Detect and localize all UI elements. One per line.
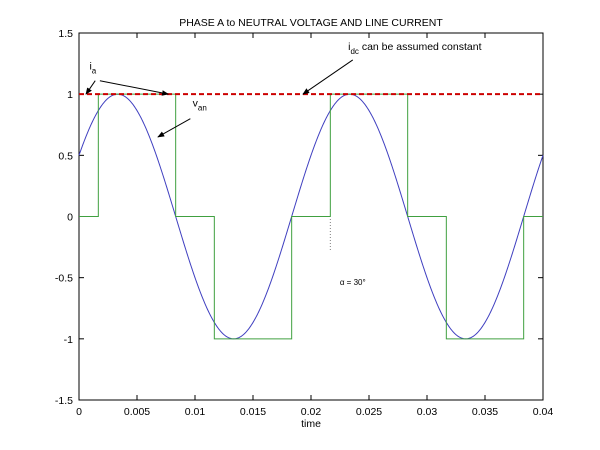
- y-tick-label: 0: [67, 212, 73, 224]
- annotation-idc-sub: dc: [350, 47, 358, 56]
- x-tick-label: 0.035: [472, 406, 498, 418]
- y-tick-label: 1: [67, 89, 73, 101]
- x-tick-label: 0.005: [124, 406, 150, 418]
- x-tick-label: 0.03: [417, 406, 438, 418]
- annotation-ia-left-arrow: [85, 80, 96, 95]
- y-tick-label: 0.5: [58, 150, 73, 162]
- annotation-idc-rest: can be assumed constant: [359, 41, 482, 53]
- y-tick-label: -0.5: [55, 273, 73, 285]
- y-tick-label: -1: [64, 334, 73, 346]
- x-axis-label: time: [301, 418, 321, 430]
- x-tick-label: 0.04: [533, 406, 554, 418]
- plot-area: 0 0.005 0.01 0.015 0.02 0.025 0.03 0.035 0.04 -1.…: [55, 28, 553, 418]
- annotation-van-label: van: [193, 97, 207, 112]
- annotation-van-sub: an: [198, 103, 207, 112]
- x-tick-label: 0: [76, 406, 82, 418]
- y-tick-label: 1.5: [58, 28, 73, 40]
- x-tick-label: 0.025: [356, 406, 382, 418]
- annotation-ia-main: i: [89, 61, 91, 73]
- annotation-idc-arrow: [302, 59, 354, 95]
- alpha-label: α = 30°: [340, 278, 366, 287]
- annotation-ia-sub: a: [92, 67, 97, 76]
- annotation-ia-label: ia: [89, 61, 96, 76]
- x-tick-label: 0.01: [185, 406, 206, 418]
- annotation-ia-arrow: [99, 80, 170, 96]
- x-tick-label: 0.02: [301, 406, 322, 418]
- chart-title: PHASE A to NEUTRAL VOLTAGE AND LINE CURR…: [179, 17, 443, 29]
- annotation-idc-main: i: [348, 41, 350, 53]
- annotation-van-arrow: [157, 118, 191, 138]
- annotation-van-main: v: [193, 97, 199, 109]
- x-tick-label: 0.015: [240, 406, 266, 418]
- y-tick-label: -1.5: [55, 395, 73, 407]
- annotation-idc-label: idc can be assumed constant: [348, 41, 481, 56]
